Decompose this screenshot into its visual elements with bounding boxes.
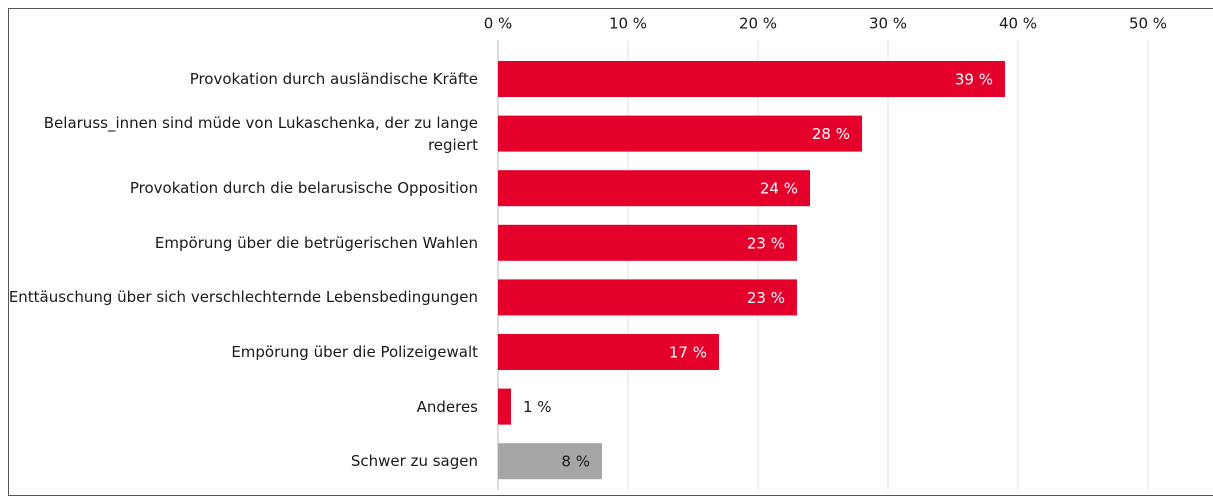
value-label: 24 % <box>760 180 798 198</box>
category-label: Belaruss_innen sind müde von Lukaschenka… <box>43 113 478 154</box>
bar <box>498 61 1005 97</box>
category-label: Empörung über die betrügerischen Wahlen <box>154 233 478 252</box>
chart-frame <box>8 8 1213 496</box>
category-label: Provokation durch ausländische Kräfte <box>189 70 478 88</box>
bar <box>498 279 797 316</box>
value-label: 23 % <box>747 289 785 307</box>
bar <box>498 224 797 261</box>
x-tick-label: 50 % <box>1129 15 1167 33</box>
bar <box>498 170 810 207</box>
x-tick-label: 40 % <box>999 15 1037 33</box>
category-label: Anderes <box>416 397 478 416</box>
value-label: 28 % <box>812 125 850 143</box>
value-label: 23 % <box>747 234 785 252</box>
value-label: 17 % <box>669 344 707 362</box>
x-tick-label: 10 % <box>609 15 647 33</box>
bar <box>498 334 719 370</box>
value-label: 39 % <box>955 71 993 89</box>
x-tick-label: 30 % <box>869 15 907 33</box>
category-label: Enttäuschung über sich verschlechternde … <box>8 288 478 307</box>
bar <box>498 388 511 425</box>
category-label: Empörung über die Polizeigewalt <box>231 343 478 361</box>
value-label: 8 % <box>561 453 590 471</box>
bar <box>498 443 602 480</box>
bar <box>498 115 862 152</box>
category-label: Schwer zu sagen <box>350 452 478 471</box>
x-tick-label: 20 % <box>739 15 777 33</box>
value-label: 1 % <box>523 398 552 416</box>
x-tick-label: 0 % <box>484 15 513 33</box>
category-label: Provokation durch die belarusische Oppos… <box>129 179 478 198</box>
